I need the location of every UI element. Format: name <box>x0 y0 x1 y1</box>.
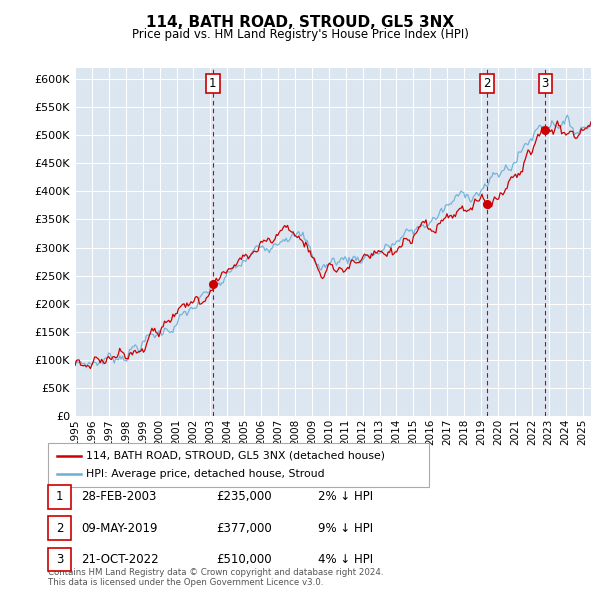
Text: 2: 2 <box>56 522 63 535</box>
Text: 1: 1 <box>56 490 63 503</box>
Text: 1: 1 <box>209 77 217 90</box>
Text: 28-FEB-2003: 28-FEB-2003 <box>81 490 157 503</box>
Text: 09-MAY-2019: 09-MAY-2019 <box>81 522 157 535</box>
Text: 3: 3 <box>56 553 63 566</box>
Text: 21-OCT-2022: 21-OCT-2022 <box>81 553 158 566</box>
Text: 114, BATH ROAD, STROUD, GL5 3NX (detached house): 114, BATH ROAD, STROUD, GL5 3NX (detache… <box>86 451 385 461</box>
Text: 2% ↓ HPI: 2% ↓ HPI <box>318 490 373 503</box>
Text: HPI: Average price, detached house, Stroud: HPI: Average price, detached house, Stro… <box>86 470 325 479</box>
Text: 3: 3 <box>542 77 549 90</box>
Text: 4% ↓ HPI: 4% ↓ HPI <box>318 553 373 566</box>
Text: £235,000: £235,000 <box>216 490 272 503</box>
Text: 114, BATH ROAD, STROUD, GL5 3NX: 114, BATH ROAD, STROUD, GL5 3NX <box>146 15 454 30</box>
Text: Price paid vs. HM Land Registry's House Price Index (HPI): Price paid vs. HM Land Registry's House … <box>131 28 469 41</box>
Text: 2: 2 <box>483 77 491 90</box>
Text: 9% ↓ HPI: 9% ↓ HPI <box>318 522 373 535</box>
Text: Contains HM Land Registry data © Crown copyright and database right 2024.
This d: Contains HM Land Registry data © Crown c… <box>48 568 383 587</box>
Text: £377,000: £377,000 <box>216 522 272 535</box>
Text: £510,000: £510,000 <box>216 553 272 566</box>
